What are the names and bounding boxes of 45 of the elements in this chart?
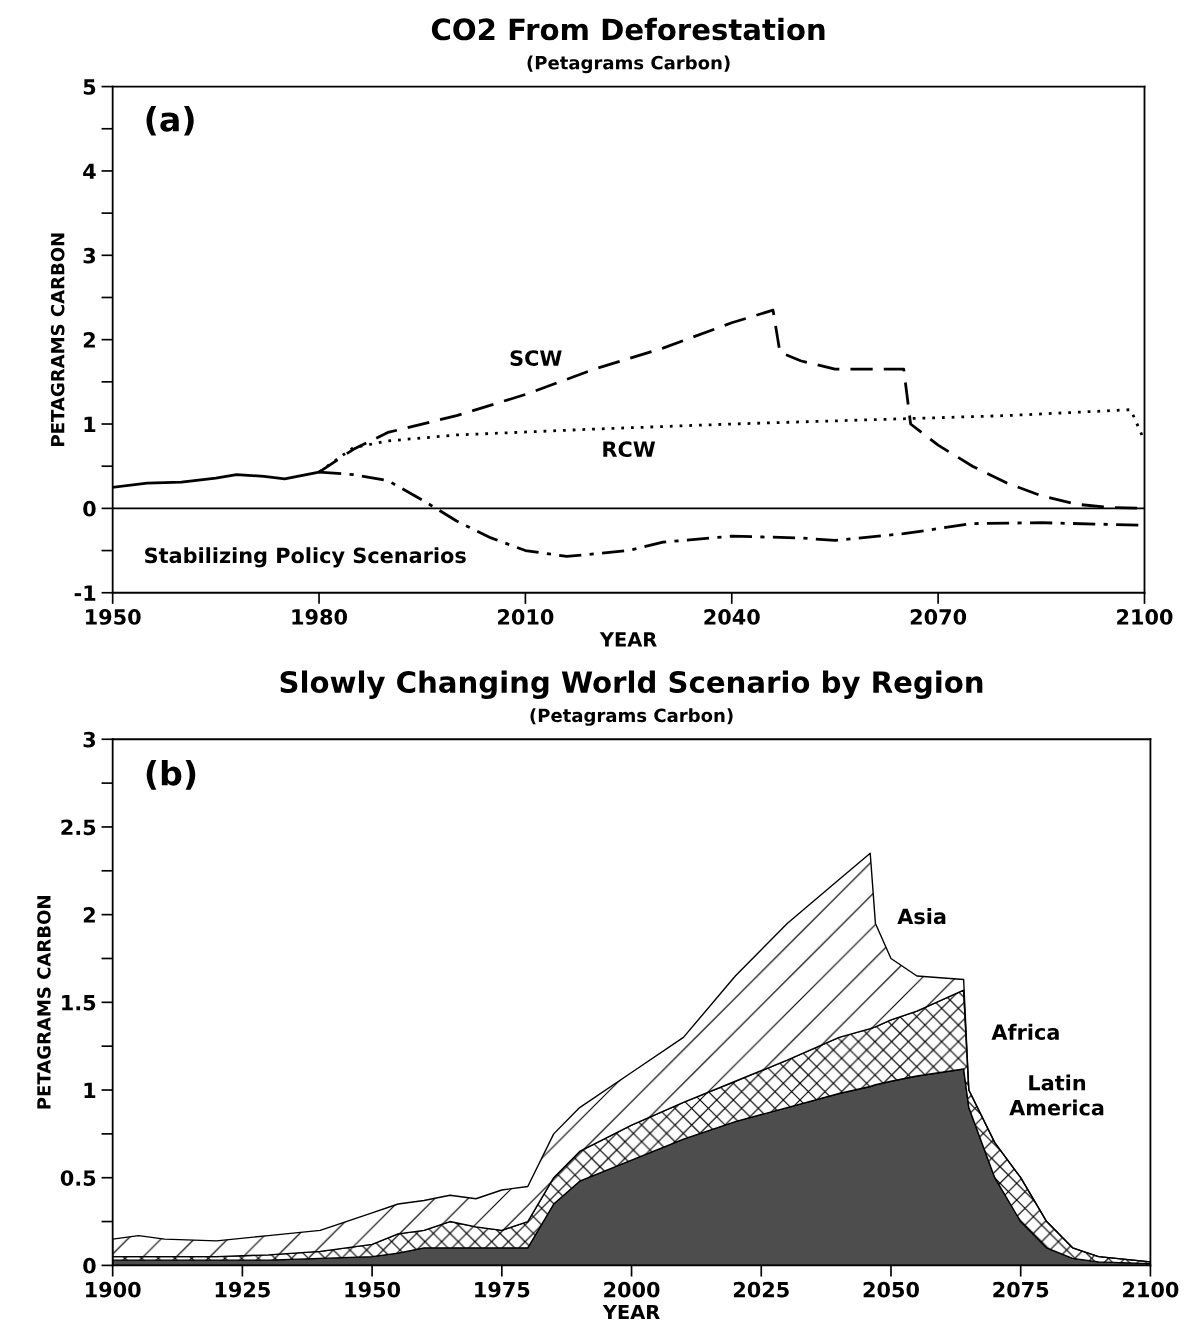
x-tick-label: 2070	[910, 609, 967, 625]
y-tick-label: 3	[83, 247, 96, 264]
x-tick-label: 1975	[475, 1281, 530, 1298]
y-tick-label: 2	[83, 907, 95, 923]
annotation: SCW	[510, 350, 562, 366]
y-tick-label: 2	[83, 332, 95, 348]
y-tick-label: 4	[83, 163, 96, 179]
y-tick-label: 5	[83, 79, 96, 95]
annotation: Stabilizing Policy Scenarios	[145, 547, 466, 568]
annotation: (a)	[146, 105, 194, 136]
chart-subtitle: (Petagrams Carbon)	[527, 55, 730, 74]
x-tick-label: 1925	[215, 1281, 270, 1298]
y-tick-label: 1	[84, 1082, 96, 1098]
annotation: Latin America	[1009, 1074, 1104, 1116]
y-tick-label: 1	[84, 416, 96, 432]
x-tick-label: 2010	[498, 609, 554, 625]
x-tick-label: 1950	[86, 609, 141, 625]
x-tick-label: 2040	[704, 609, 760, 625]
x-tick-label: 2025	[733, 1281, 789, 1298]
y-tick-label: 0.5	[60, 1170, 96, 1186]
y-tick-label: -1	[74, 585, 96, 601]
x-tick-label: 2100	[1117, 609, 1173, 625]
chart-title: CO2 From Deforestation	[431, 17, 825, 41]
x-tick-label: 2100	[1123, 1281, 1179, 1298]
chart-title: Slowly Changing World Scenario by Region	[280, 670, 983, 699]
annotation: (b)	[146, 759, 196, 790]
x-tick-label: 2050	[863, 1281, 919, 1298]
y-tick-label: 0	[83, 1257, 96, 1274]
annotation: Africa	[991, 1023, 1059, 1040]
chart-subtitle: (Petagrams Carbon)	[530, 708, 733, 726]
y-axis-title: PETAGRAMS CARBON	[37, 896, 51, 1109]
x-tick-label: 2075	[993, 1281, 1049, 1298]
annotation: Asia	[897, 908, 946, 925]
y-axis-title: PETAGRAMS CARBON	[50, 233, 65, 446]
x-tick-label: 1900	[86, 1281, 141, 1298]
y-tick-label: 0	[83, 500, 96, 517]
annotation: RCW	[603, 441, 656, 458]
y-tick-label: 3	[83, 731, 96, 748]
y-tick-label: 1.5	[62, 995, 96, 1011]
y-tick-label: 2.5	[61, 819, 96, 836]
x-axis-title: YEAR	[599, 632, 657, 647]
x-tick-label: 1980	[292, 609, 348, 625]
x-tick-label: 1950	[345, 1281, 401, 1298]
x-tick-label: 2000	[604, 1281, 660, 1298]
x-axis-title: YEAR	[602, 1304, 660, 1320]
